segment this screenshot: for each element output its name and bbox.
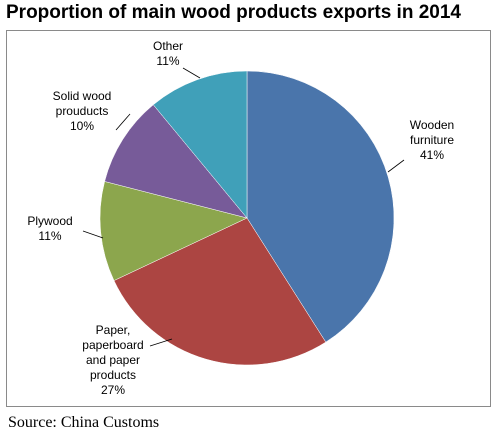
leader-line (149, 338, 173, 347)
category-label: Solid wood prouducts (52, 89, 112, 118)
leader-lines (82, 67, 405, 347)
category-label: Plywood (27, 214, 73, 228)
slice-label: Solid wood prouducts 10% (47, 89, 117, 134)
value-label: 27% (100, 383, 126, 397)
pie-slice (104, 104, 248, 219)
slice-label: Paper, paperboard and paper products 27% (77, 323, 149, 398)
value-label: 11% (38, 229, 62, 243)
chart-frame (6, 30, 491, 407)
value-label: 41% (419, 148, 445, 162)
pie-slice (113, 217, 327, 366)
leader-line (387, 159, 405, 173)
slice-label: Plywood 11% (20, 214, 80, 244)
pie-slice (99, 181, 248, 281)
leader-line (182, 67, 201, 79)
category-label: Wooden furniture (409, 118, 455, 147)
pie-slice (246, 70, 395, 343)
category-label: Paper, paperboard and paper products (82, 323, 144, 382)
slice-label: Wooden furniture 41% (402, 118, 462, 163)
category-label: Other (152, 39, 183, 53)
source-note: Source: China Customs (8, 414, 160, 431)
slice-label: Other 11% (143, 39, 193, 69)
leader-line (82, 230, 104, 239)
leader-line (115, 113, 131, 131)
value-label: 11% (156, 54, 180, 68)
value-label: 10% (69, 119, 95, 133)
chart-title: Proportion of main wood products exports… (6, 2, 461, 23)
pie-slice (152, 70, 248, 219)
